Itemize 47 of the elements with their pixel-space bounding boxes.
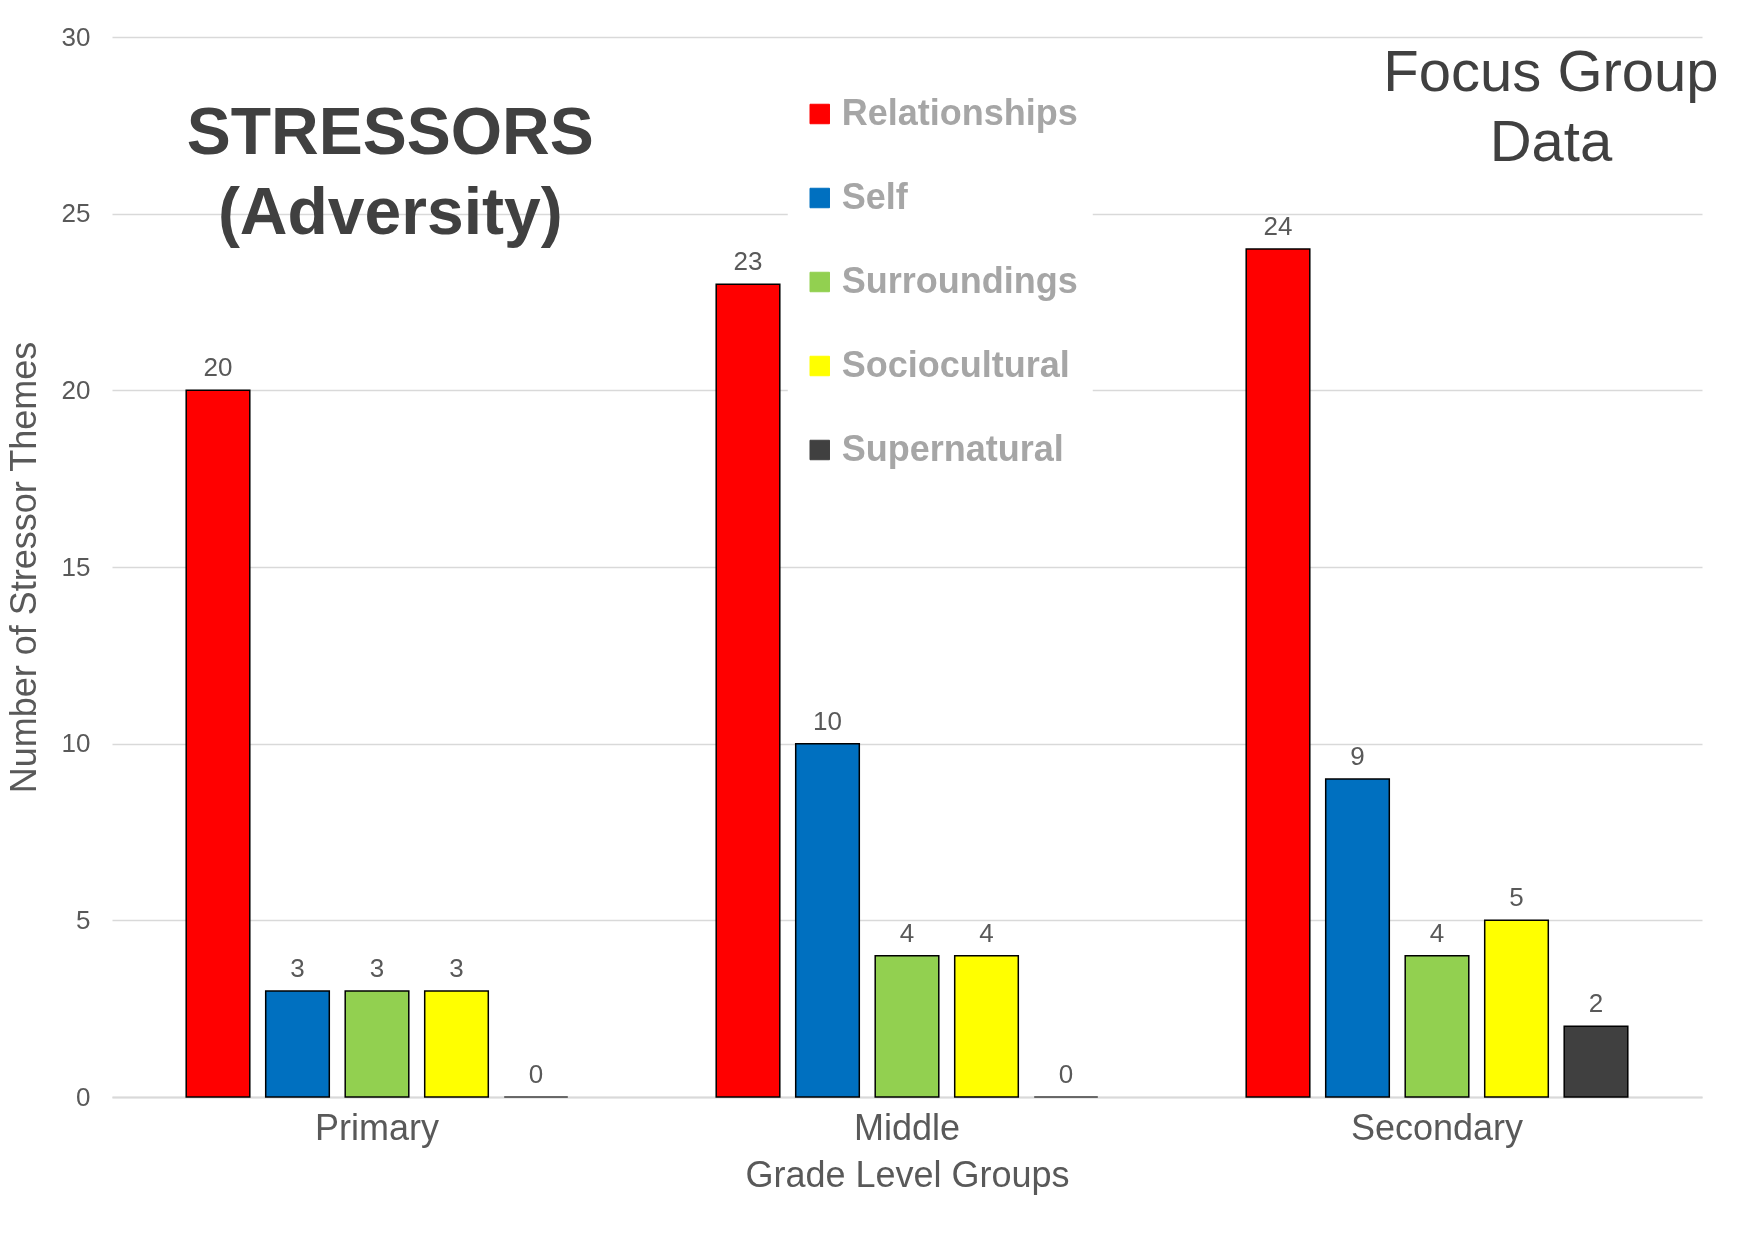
y-tick-label: 25 <box>61 198 91 229</box>
y-tick-label: 10 <box>61 728 91 759</box>
data-label: 3 <box>449 953 464 983</box>
y-tick-label: 20 <box>61 374 91 405</box>
data-label: 9 <box>1350 741 1365 771</box>
data-label: 0 <box>1058 1059 1074 1089</box>
bar <box>1324 778 1391 1098</box>
data-label: 20 <box>203 352 233 383</box>
bar <box>1404 954 1470 1098</box>
x-tick-label: Primary <box>315 1106 439 1148</box>
data-label: 3 <box>369 953 385 983</box>
legend-label: Supernatural <box>841 428 1064 469</box>
y-axis-title: Number of Stressor Themes <box>2 341 44 794</box>
legend-label: Sociocultural <box>841 344 1070 385</box>
data-label: 4 <box>979 917 994 948</box>
bar <box>1563 1025 1629 1098</box>
bar <box>185 389 251 1098</box>
data-label: 3 <box>290 953 305 983</box>
data-label: 5 <box>1509 882 1524 913</box>
bar <box>794 742 861 1098</box>
data-label: 23 <box>733 246 763 277</box>
data-label: 24 <box>1263 211 1293 241</box>
bar <box>874 954 940 1098</box>
legend-label: Surroundings <box>841 260 1078 301</box>
bar <box>1245 248 1311 1098</box>
bar <box>715 283 781 1098</box>
data-label: 0 <box>528 1059 544 1089</box>
data-label: 4 <box>1429 917 1445 948</box>
data-label: 4 <box>899 917 915 948</box>
bar <box>423 990 490 1098</box>
x-tick-label: Middle <box>853 1106 961 1148</box>
bar <box>264 990 331 1098</box>
bar <box>1483 919 1550 1098</box>
x-tick-label: Secondary <box>1350 1106 1524 1148</box>
bar <box>344 990 410 1098</box>
x-axis-title: Grade Level Groups <box>745 1153 1070 1195</box>
text: STRESSORS (Adversity) <box>186 94 594 248</box>
annotation: Focus Group Data <box>1383 38 1719 173</box>
data-label: 10 <box>813 705 842 736</box>
y-tick-label: 30 <box>61 21 91 52</box>
data-label: 2 <box>1588 988 1604 1019</box>
y-tick-label: 5 <box>76 904 91 935</box>
legend-label: Self <box>841 176 909 217</box>
y-tick-label: 15 <box>61 551 91 582</box>
bar <box>953 954 1020 1098</box>
legend-label: Relationships <box>841 92 1078 133</box>
y-tick-label: 0 <box>76 1081 91 1112</box>
